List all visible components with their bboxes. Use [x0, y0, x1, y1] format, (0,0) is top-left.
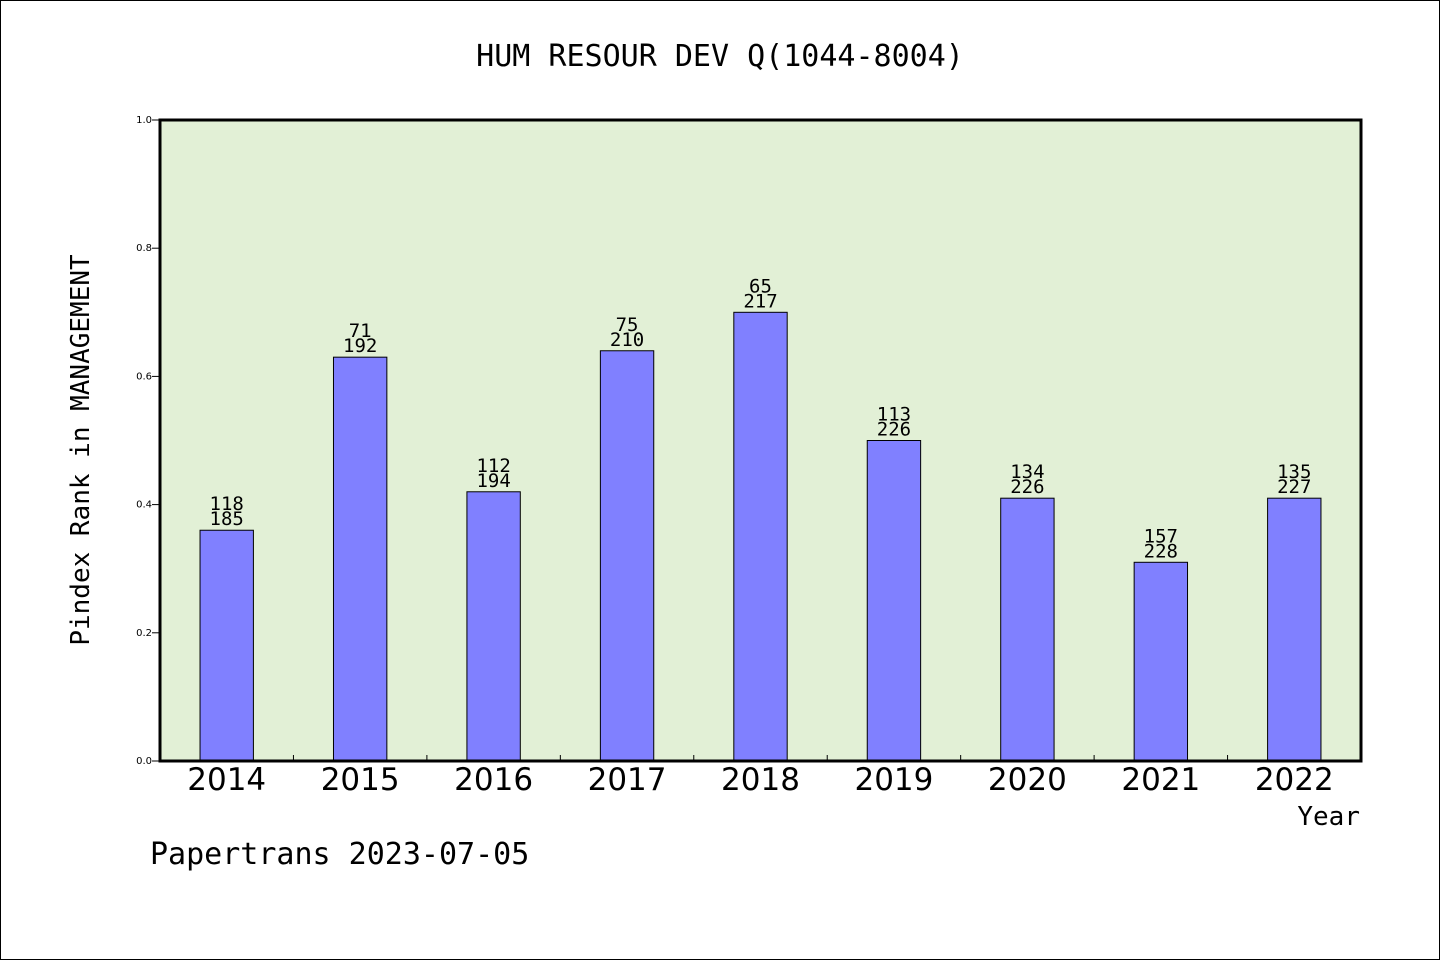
total-label: 217 — [743, 290, 777, 312]
rank-label: 118 — [210, 493, 244, 515]
bar-2016 — [466, 491, 521, 762]
x-tick-label: 2014 — [187, 762, 266, 798]
y-tick-label: 0.8 — [136, 243, 152, 254]
bar-2017 — [599, 350, 655, 762]
footer-credit: Papertrans 2023-07-05 — [150, 837, 529, 872]
bar-2019 — [866, 440, 922, 762]
rank-label: 135 — [1277, 461, 1311, 483]
total-label: 192 — [343, 335, 377, 357]
total-label: 226 — [877, 419, 911, 441]
y-tick-label: 1.0 — [136, 115, 152, 126]
bar-2015 — [332, 356, 388, 762]
x-axis-label: Year — [1297, 802, 1360, 832]
bar-2018 — [733, 311, 788, 762]
rank-label: 71 — [349, 320, 372, 342]
x-axis: 2014 2015 2016 2017 2018 2019 2020 2021 2022 — [187, 755, 1334, 798]
y-tick-label: 0.6 — [136, 371, 152, 382]
bar-2014 — [199, 529, 254, 762]
y-axis-label: Pindex Rank in MANAGEMENT — [66, 254, 96, 646]
bar-series — [199, 311, 1322, 762]
y-tick-label: 0.0 — [136, 756, 152, 767]
bar-2022 — [1267, 497, 1322, 762]
rank-label: 112 — [476, 455, 510, 477]
x-tick-label: 2017 — [588, 762, 667, 798]
total-label: 210 — [610, 329, 644, 351]
rank-label: 75 — [616, 314, 639, 336]
x-tick-label: 2018 — [721, 762, 800, 798]
total-label: 227 — [1277, 476, 1311, 498]
x-tick-label: 2016 — [454, 762, 533, 798]
data-labels: 1181857119211219475210652171132261342261… — [210, 275, 1312, 562]
bar-2020 — [1000, 497, 1055, 762]
rank-label: 113 — [877, 404, 911, 426]
y-axis: 0.0 0.2 0.4 0.6 0.8 1.0 — [136, 115, 160, 767]
total-label: 228 — [1144, 540, 1178, 562]
x-tick-label: 2021 — [1121, 762, 1200, 798]
x-tick-label: 2020 — [988, 762, 1067, 798]
total-label: 194 — [476, 470, 510, 492]
y-tick-label: 0.2 — [136, 628, 152, 639]
bar-2021 — [1133, 561, 1189, 762]
chart-title: HUM RESOUR DEV Q(1044-8004) — [476, 39, 964, 74]
total-label: 226 — [1010, 476, 1044, 498]
rank-label: 134 — [1010, 461, 1044, 483]
total-label: 185 — [210, 508, 244, 530]
rank-label: 65 — [749, 275, 772, 297]
x-tick-label: 2022 — [1255, 762, 1334, 798]
x-tick-label: 2015 — [321, 762, 400, 798]
x-tick-label: 2019 — [854, 762, 933, 798]
plot-border — [158, 118, 1363, 763]
rank-label: 157 — [1144, 525, 1178, 547]
y-tick-label: 0.4 — [136, 500, 152, 511]
